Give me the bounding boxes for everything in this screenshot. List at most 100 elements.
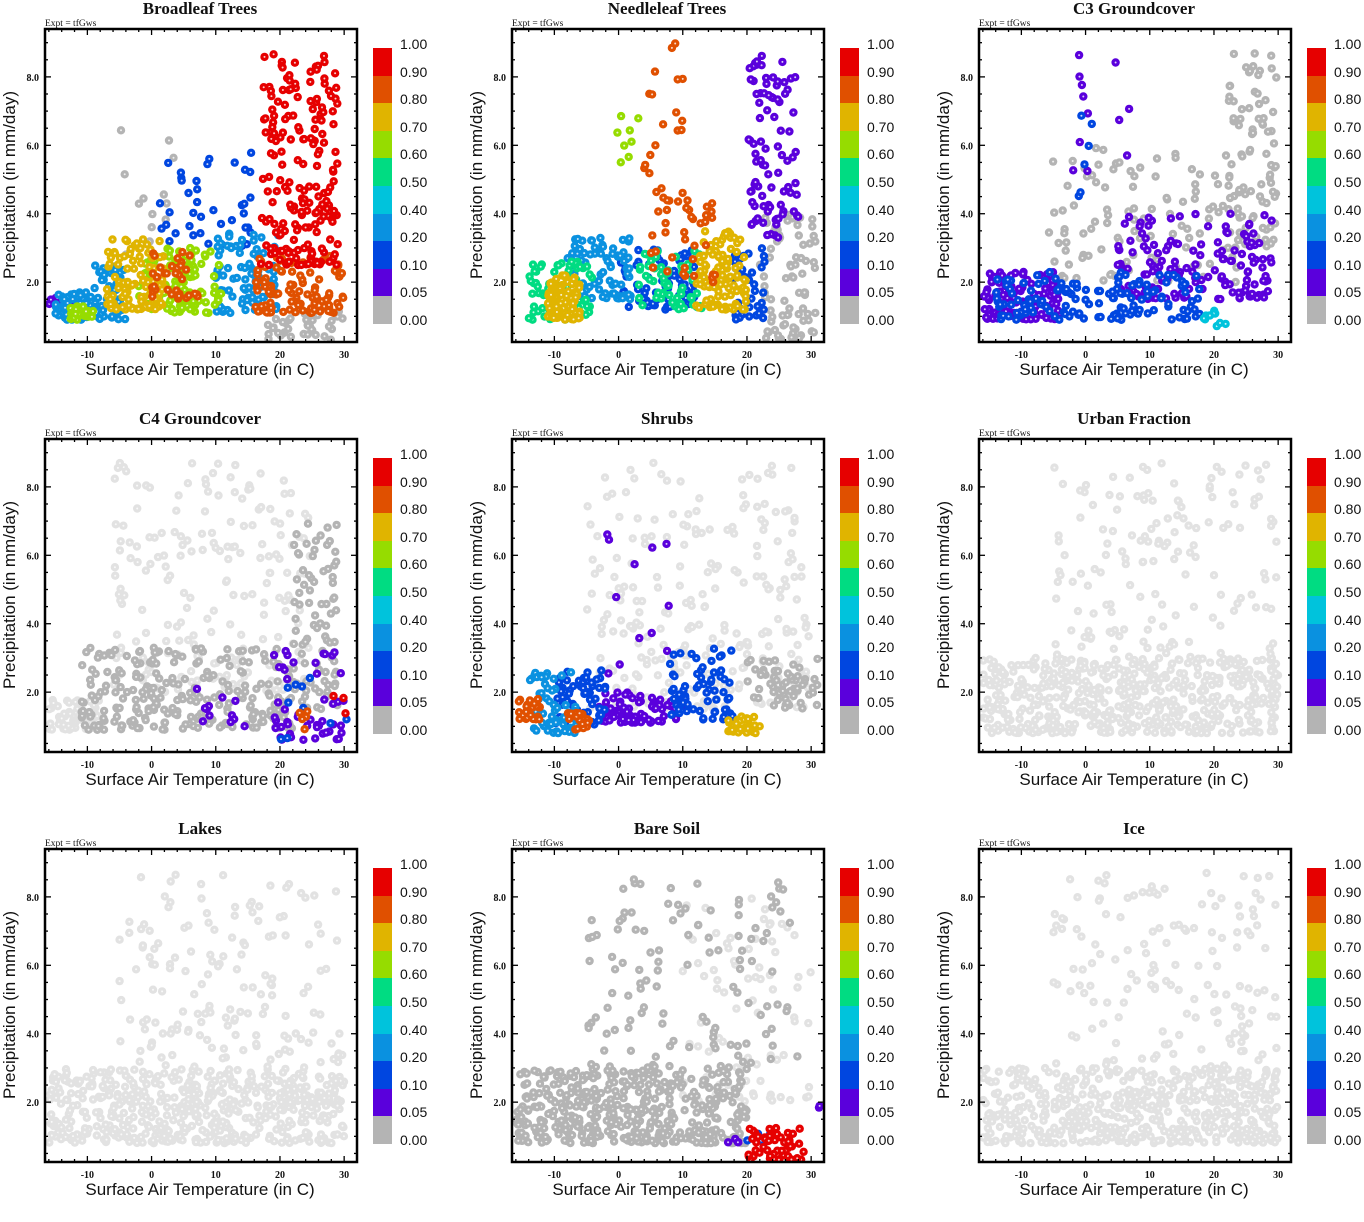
data-point-center: [983, 295, 985, 297]
data-point-center: [204, 254, 206, 256]
data-point-center: [1133, 219, 1135, 221]
data-point-center: [652, 267, 654, 269]
data-point-center: [1058, 319, 1060, 321]
data-point-center: [728, 287, 730, 289]
data-point-center: [724, 296, 726, 298]
data-point-center: [58, 294, 60, 296]
data-point-center: [1075, 298, 1077, 300]
y-axis-label: Precipitation (in mm/day): [467, 91, 487, 279]
data-point-center: [733, 237, 735, 239]
data-point-center: [123, 255, 125, 257]
data-point-center: [668, 285, 670, 287]
y-axis-label: Precipitation (in mm/day): [0, 91, 20, 279]
data-point-center: [181, 251, 183, 253]
data-point-center: [218, 254, 220, 256]
data-point-center: [682, 273, 684, 275]
data-point-center: [231, 219, 233, 221]
data-point-center: [773, 116, 775, 118]
data-point-center: [698, 307, 700, 309]
data-point-center: [1078, 313, 1080, 315]
data-point-center: [1119, 292, 1121, 294]
data-point-center: [1008, 315, 1010, 317]
data-point-center: [801, 273, 803, 275]
experiment-label: Expt = tfGws: [45, 19, 96, 29]
data-point-center: [1088, 255, 1090, 257]
data-point-center: [158, 293, 160, 295]
x-tick-label: 0: [616, 350, 621, 361]
data-point-center: [163, 194, 165, 196]
data-point-center: [1194, 308, 1196, 310]
data-point-center: [219, 306, 221, 308]
data-point-center: [336, 264, 338, 266]
data-point-center: [721, 308, 723, 310]
data-point-center: [1225, 226, 1227, 228]
data-point-center: [228, 290, 230, 292]
data-point-center: [327, 191, 329, 193]
x-tick-label: -10: [81, 350, 94, 361]
data-point-center: [1107, 214, 1109, 216]
colorbar-segment: [840, 158, 859, 186]
data-point-center: [681, 129, 683, 131]
data-point-center: [1224, 284, 1226, 286]
data-point-center: [246, 243, 248, 245]
data-point-center: [335, 98, 337, 100]
data-point-center: [234, 162, 236, 164]
data-point-center: [748, 139, 750, 141]
data-point-center: [1045, 317, 1047, 319]
data-point-center: [790, 265, 792, 267]
x-tick-label: 30: [339, 350, 349, 361]
data-point-center: [117, 264, 119, 266]
data-point-center: [588, 286, 590, 288]
data-point-center: [288, 289, 290, 291]
data-point-center: [1262, 266, 1264, 268]
data-point-center: [794, 76, 796, 78]
data-point-center: [1261, 123, 1263, 125]
data-point-center: [287, 252, 289, 254]
data-point-center: [753, 143, 755, 145]
data-point-center: [764, 285, 766, 287]
data-point-center: [321, 106, 323, 108]
data-point-center: [323, 216, 325, 218]
data-point-center: [280, 270, 282, 272]
data-point-center: [1090, 228, 1092, 230]
data-point-center: [289, 204, 291, 206]
data-point-center: [1270, 182, 1272, 184]
data-point-center: [1147, 295, 1149, 297]
data-point-center: [332, 110, 334, 112]
data-point-center: [1275, 77, 1277, 79]
colorbar-segment: [373, 103, 392, 131]
data-point-center: [578, 287, 580, 289]
data-point-center: [1023, 282, 1025, 284]
data-point-center: [196, 201, 198, 203]
data-point-center: [1125, 274, 1127, 276]
data-point-center: [711, 217, 713, 219]
data-point-center: [316, 211, 318, 213]
data-point-center: [253, 253, 255, 255]
y-tick-label: 6.0: [494, 141, 507, 152]
data-point-center: [213, 292, 215, 294]
data-point-center: [289, 80, 291, 82]
data-point-center: [1139, 237, 1141, 239]
data-point-center: [244, 169, 246, 171]
data-point-center: [748, 253, 750, 255]
data-point-center: [743, 256, 745, 258]
data-point-center: [268, 176, 270, 178]
data-point-center: [1052, 161, 1054, 163]
data-point-center: [1065, 288, 1067, 290]
data-point-center: [663, 277, 665, 279]
data-point-center: [326, 208, 328, 210]
data-point-center: [118, 287, 120, 289]
data-point-center: [1076, 283, 1078, 285]
data-point-center: [750, 191, 752, 193]
data-point-center: [316, 262, 318, 264]
data-point-center: [290, 88, 292, 90]
data-point-center: [1036, 274, 1038, 276]
data-point-center: [1249, 70, 1251, 72]
data-point-center: [140, 274, 142, 276]
data-point-center: [309, 81, 311, 83]
data-point-center: [1230, 213, 1232, 215]
data-point-center: [140, 301, 142, 303]
data-point-center: [564, 319, 566, 321]
data-point-center: [169, 250, 171, 252]
data-point-center: [560, 294, 562, 296]
